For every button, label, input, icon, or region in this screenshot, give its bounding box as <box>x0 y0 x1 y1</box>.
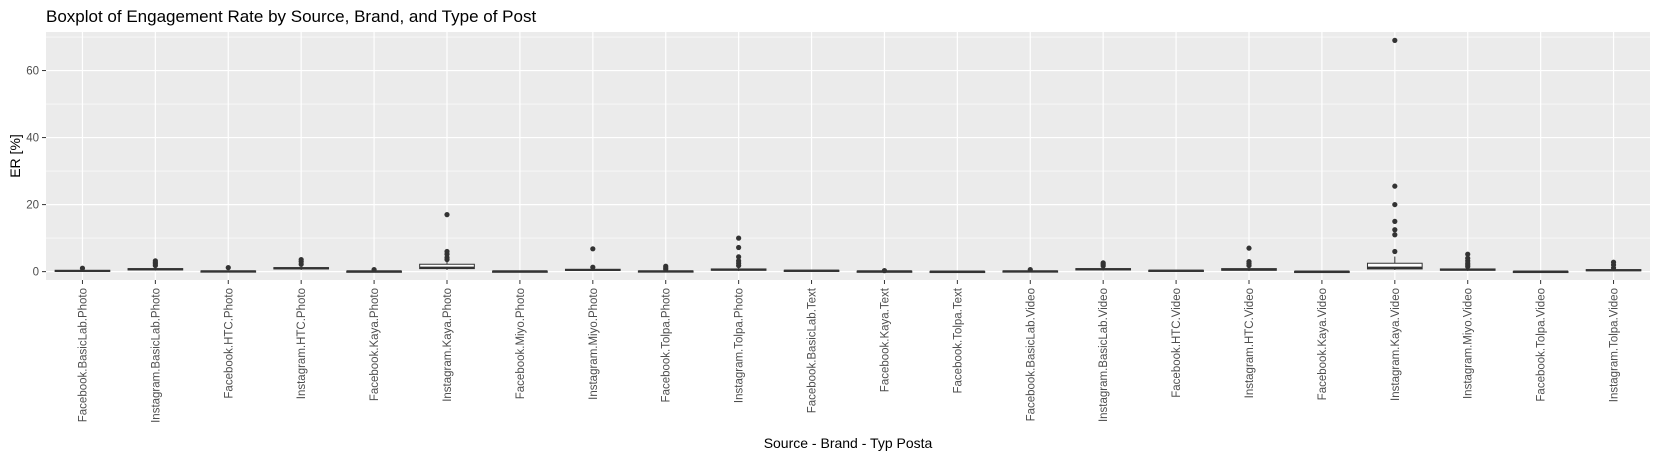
box-Instagram.Kaya.Photo <box>419 212 475 270</box>
y-tick-label: 40 <box>26 133 39 145</box>
x-tick-label: Facebook.HTC.Photo <box>223 288 235 399</box>
outlier-point <box>881 268 888 274</box>
y-tick-label: 60 <box>26 66 39 78</box>
box-Facebook.Miyo.Photo <box>492 270 548 273</box>
x-tick-label: Facebook.BasicLab.Photo <box>77 288 89 422</box>
outlier-point <box>736 258 742 264</box>
box-Instagram.HTC.Photo <box>273 256 330 270</box>
outlier-point <box>1100 260 1106 266</box>
box-Facebook.HTC.Photo <box>200 265 257 273</box>
box-Instagram.BasicLab.Video <box>1075 260 1132 271</box>
outlier-point <box>1610 259 1617 265</box>
outlier-point <box>1392 248 1398 255</box>
outlier-point <box>736 244 742 251</box>
outlier-point <box>444 212 450 218</box>
outlier-point <box>1246 258 1252 265</box>
x-tick-label: Facebook.Tolpa.Video <box>1536 288 1548 402</box>
x-tick-label: Facebook.Kaya.Text <box>879 287 891 392</box>
box-Instagram.BasicLab.Photo <box>127 258 184 271</box>
box-Facebook.Tolpa.Photo <box>637 263 694 273</box>
outlier-point <box>1392 201 1398 208</box>
x-tick-label: Facebook.Tolpa.Photo <box>661 288 673 402</box>
box-Facebook.BasicLab.Text <box>783 269 840 272</box>
box-Instagram.Kaya.Video <box>1366 37 1423 270</box>
outlier-point <box>736 254 742 260</box>
x-tick-label: Facebook.Miyo.Photo <box>515 288 527 399</box>
y-axis-title: ER [%] <box>7 134 23 178</box>
box-Instagram.HTC.Video <box>1221 245 1277 271</box>
outlier-point <box>590 246 596 252</box>
box-Facebook.Tolpa.Text <box>929 270 986 274</box>
box-Instagram.Miyo.Photo <box>564 246 621 271</box>
box-iqr <box>419 263 475 270</box>
box-Facebook.BasicLab.Video <box>1002 267 1059 273</box>
x-tick-label: Instagram.HTC.Photo <box>296 288 308 399</box>
box-Instagram.Tolpa.Photo <box>710 235 767 271</box>
outlier-point <box>1465 251 1471 257</box>
box-Facebook.Tolpa.Video <box>1512 270 1569 274</box>
x-tick-label: Instagram.Kaya.Video <box>1390 288 1402 401</box>
outlier-point <box>79 265 86 271</box>
outlier-point <box>1392 37 1398 43</box>
x-tick-label: Facebook.Tolpa.Text <box>952 287 964 393</box>
box-iqr <box>1366 262 1423 270</box>
plot-panel <box>46 32 1650 280</box>
outlier-point <box>1246 245 1252 251</box>
outlier-point <box>663 263 669 269</box>
x-tick-label: Instagram.Miyo.Video <box>1463 288 1475 399</box>
x-tick-label: Instagram.Tolpa.Video <box>1609 288 1621 402</box>
x-tick-label: Instagram.BasicLab.Photo <box>150 288 162 423</box>
outlier-point <box>1392 227 1398 233</box>
box-Facebook.Kaya.Video <box>1294 270 1350 274</box>
x-tick-label: Instagram.HTC.Video <box>1244 288 1256 398</box>
x-tick-label: Facebook.BasicLab.Text <box>807 287 819 413</box>
box-Instagram.Tolpa.Video <box>1585 259 1642 272</box>
x-tick-label: Instagram.Tolpa.Photo <box>734 288 746 403</box>
y-tick-label: 0 <box>33 267 39 279</box>
box-Facebook.Kaya.Photo <box>346 267 402 273</box>
x-tick-label: Instagram.Kaya.Photo <box>442 288 454 402</box>
chart-title: Boxplot of Engagement Rate by Source, Br… <box>46 7 536 26</box>
outlier-point <box>1027 267 1033 273</box>
outlier-point <box>298 256 304 263</box>
x-axis: Facebook.BasicLab.Photo Instagram.BasicLa… <box>77 280 1621 423</box>
grid-layer <box>46 32 1650 280</box>
outlier-point <box>225 265 231 271</box>
x-tick-label: Instagram.BasicLab.Video <box>1098 288 1110 422</box>
x-tick-label: Facebook.BasicLab.Video <box>1025 288 1037 421</box>
box-Instagram.Miyo.Video <box>1439 251 1496 271</box>
x-axis-title: Source - Brand - Typ Posta <box>764 435 933 451</box>
box-Facebook.HTC.Video <box>1148 269 1204 272</box>
boxes-layer <box>54 37 1642 274</box>
outlier-point <box>590 264 596 270</box>
x-tick-label: Facebook.Kaya.Video <box>1317 288 1329 400</box>
box-Facebook.BasicLab.Photo <box>54 265 111 272</box>
y-tick-label: 20 <box>26 200 39 212</box>
outlier-point <box>444 248 450 255</box>
outlier-point <box>1465 255 1471 261</box>
outlier-point <box>736 235 742 241</box>
outlier-point <box>1392 232 1398 238</box>
outlier-point <box>1392 218 1398 224</box>
x-tick-label: Facebook.Kaya.Photo <box>369 288 381 401</box>
y-axis: 0 20 40 60 <box>26 66 46 279</box>
outlier-point <box>152 258 158 264</box>
x-tick-label: Instagram.Miyo.Photo <box>588 288 600 400</box>
box-Facebook.Kaya.Text <box>856 268 913 274</box>
outlier-point <box>371 267 377 273</box>
x-tick-label: Facebook.HTC.Video <box>1171 288 1183 398</box>
outlier-point <box>1392 183 1398 189</box>
